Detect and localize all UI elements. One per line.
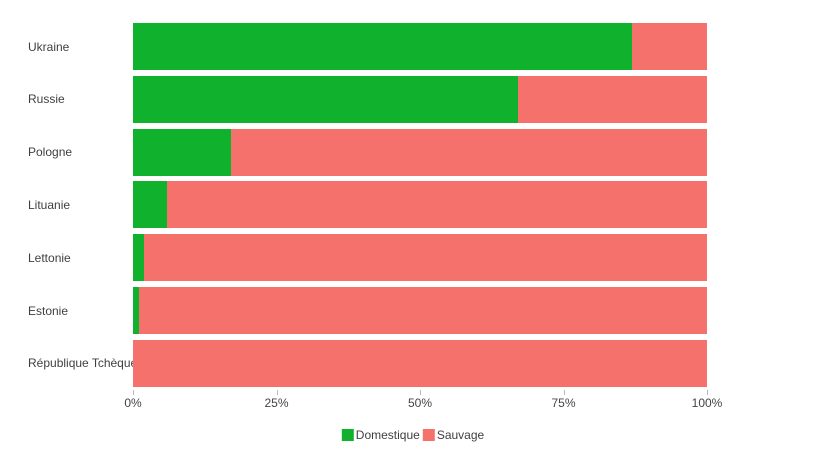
bar-segment-sauvage[interactable] [138, 287, 707, 335]
bar-track [133, 23, 707, 70]
bar-row: Ukraine [0, 23, 820, 70]
legend-item-domestique[interactable]: Domestique [341, 428, 420, 442]
legend-swatch [341, 429, 354, 441]
x-tick-mark [707, 390, 708, 395]
bar-row: Lituanie [0, 181, 820, 229]
legend-item-sauvage[interactable]: Sauvage [422, 428, 485, 442]
x-tick-mark [276, 390, 278, 395]
bar-segment-domestique[interactable] [133, 75, 518, 123]
bar-row: Russie [0, 75, 820, 123]
x-tick-mark [563, 390, 565, 395]
bar-segment-sauvage[interactable] [167, 181, 707, 229]
bar-segment-sauvage[interactable] [632, 23, 707, 70]
category-label: Russie [28, 92, 65, 107]
legend-label: Domestique [355, 428, 420, 442]
bar-row: Estonie [0, 287, 820, 335]
bar-segment-domestique[interactable] [133, 128, 231, 176]
bar-segment-domestique[interactable] [133, 23, 633, 70]
bar-track [133, 128, 707, 176]
bar-row: Pologne [0, 128, 820, 176]
bar-segment-sauvage[interactable] [517, 75, 707, 123]
bar-segment-sauvage[interactable] [144, 234, 707, 282]
category-label: Ukraine [28, 39, 70, 54]
bar-segment-sauvage[interactable] [230, 128, 707, 176]
category-label: Pologne [28, 145, 73, 160]
x-tick-label: 75% [551, 396, 576, 410]
legend-swatch [422, 429, 435, 441]
bar-track [133, 234, 707, 282]
bar-row: République Tchèque [0, 339, 820, 387]
x-tick-label: 25% [264, 396, 289, 410]
x-tick-label: 50% [407, 396, 433, 410]
x-tick-label: 0% [124, 396, 142, 410]
legend-label: Sauvage [436, 428, 485, 442]
x-tick-label: 100% [691, 396, 723, 410]
x-tick-mark [420, 390, 421, 395]
bar-track [133, 339, 707, 387]
category-label: Estonie [28, 303, 69, 318]
category-label: Lituanie [28, 197, 71, 212]
category-label: République Tchèque [28, 356, 138, 371]
bar-segment-domestique[interactable] [133, 287, 139, 335]
x-tick-mark [133, 390, 134, 395]
category-label: Lettonie [28, 250, 71, 265]
bar-segment-domestique[interactable] [133, 181, 168, 229]
bar-row: Lettonie [0, 234, 820, 282]
bar-track [133, 181, 707, 229]
bar-track [133, 75, 707, 123]
bar-segment-sauvage[interactable] [133, 339, 707, 387]
bar-segment-domestique[interactable] [133, 234, 145, 282]
legend: Domestique Sauvage [341, 428, 485, 442]
bar-track [133, 287, 707, 335]
